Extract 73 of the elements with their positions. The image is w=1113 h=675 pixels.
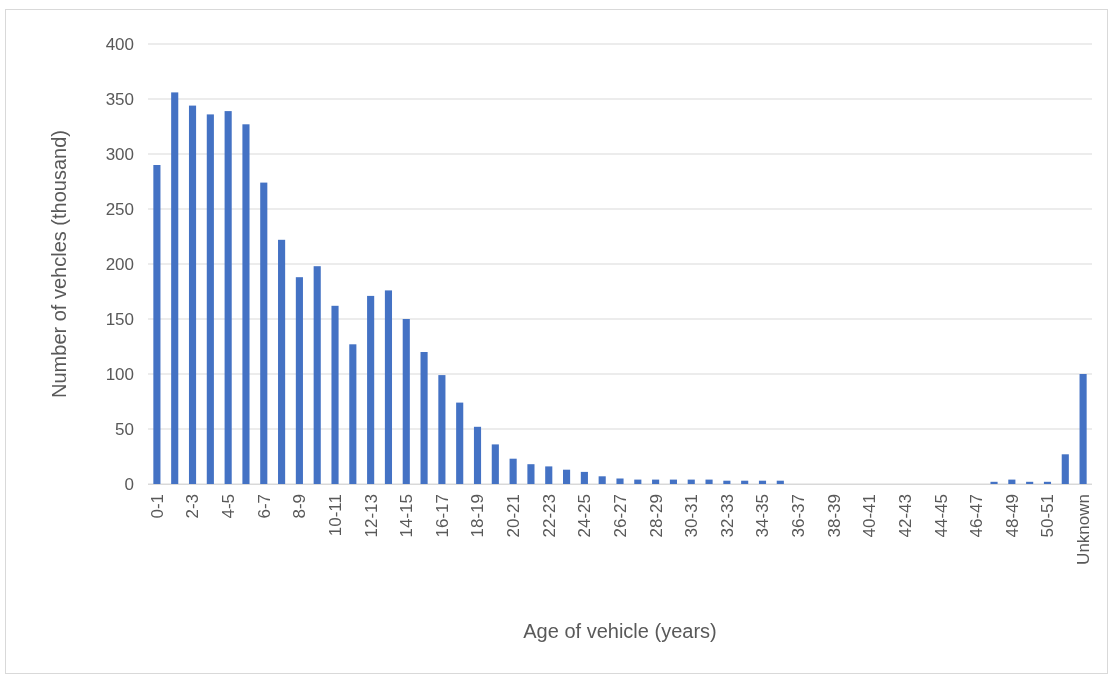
- y-axis-title: Number of vehcles (thousand): [48, 130, 70, 398]
- bar: [188, 105, 197, 484]
- x-tick-label: 22-23: [539, 494, 559, 538]
- x-tick-label: 34-35: [753, 494, 773, 538]
- x-tick-label: 42-43: [895, 494, 915, 538]
- y-tick-label: 50: [115, 419, 134, 439]
- bar: [313, 266, 321, 484]
- bar: [509, 458, 517, 484]
- bar: [224, 111, 232, 484]
- x-tick-label: 30-31: [682, 494, 702, 538]
- y-tick-label: 100: [105, 364, 134, 384]
- y-tick-label: 200: [105, 254, 134, 274]
- x-tick-label: 0-1: [147, 494, 167, 519]
- x-tick-label: 44-45: [931, 494, 951, 538]
- bar: [687, 479, 695, 484]
- x-tick-label: 14-15: [397, 494, 417, 538]
- x-tick-label: 28-29: [646, 494, 666, 538]
- x-tick-label: 32-33: [717, 494, 737, 538]
- y-tick-label: 400: [105, 34, 134, 54]
- bar: [545, 466, 553, 484]
- x-tick-label: 2-3: [183, 494, 203, 519]
- bar: [652, 479, 660, 484]
- x-tick-label: 18-19: [468, 494, 488, 538]
- bar: [616, 478, 624, 484]
- bar: [669, 479, 677, 484]
- y-tick-label: 300: [105, 144, 134, 164]
- bar: [705, 479, 713, 484]
- bar: [260, 182, 268, 484]
- bar: [402, 319, 410, 484]
- x-tick-label: 40-41: [860, 494, 880, 538]
- x-tick-label: 26-27: [610, 494, 630, 538]
- y-tick-label: 250: [105, 199, 134, 219]
- x-tick-label: 4-5: [219, 494, 239, 519]
- bar: [438, 375, 446, 484]
- bar: [278, 239, 286, 484]
- x-tick-label: 8-9: [290, 494, 310, 519]
- bar: [456, 402, 464, 484]
- x-tick-label: 10-11: [325, 494, 345, 537]
- bar: [153, 165, 161, 484]
- bar: [171, 92, 179, 484]
- bar: [473, 426, 482, 484]
- y-tick-label: 150: [105, 309, 134, 329]
- y-tick-label: 0: [124, 474, 134, 494]
- x-tick-label: 24-25: [575, 494, 595, 538]
- bar: [295, 277, 303, 484]
- y-tick-label: 350: [105, 89, 134, 109]
- bar: [420, 352, 428, 484]
- bar: [331, 305, 339, 484]
- x-tick-label: 16-17: [432, 494, 452, 538]
- bar: [527, 464, 535, 484]
- bar: [349, 344, 357, 484]
- bar: [598, 476, 606, 484]
- x-tick-label: 38-39: [824, 494, 844, 538]
- x-tick-label: 50-51: [1038, 494, 1058, 538]
- bar: [580, 471, 588, 484]
- x-tick-label: Unknown: [1074, 494, 1094, 565]
- bar: [1008, 479, 1016, 484]
- x-tick-label: 48-49: [1002, 494, 1022, 538]
- bar: [206, 114, 214, 484]
- bar: [1079, 374, 1087, 484]
- bar: [384, 290, 393, 484]
- bar: [367, 295, 375, 484]
- bar: [242, 124, 250, 484]
- x-tick-label: 46-47: [967, 494, 987, 538]
- bar: [491, 444, 499, 484]
- x-tick-label: 12-13: [361, 494, 381, 538]
- bar: [1061, 454, 1069, 484]
- x-tick-label: 6-7: [254, 494, 274, 519]
- bar: [563, 469, 571, 484]
- x-axis-title: Age of vehicle (years): [523, 620, 717, 642]
- bar: [634, 479, 642, 484]
- x-tick-label: 36-37: [789, 494, 809, 538]
- x-tick-label: 20-21: [504, 494, 524, 538]
